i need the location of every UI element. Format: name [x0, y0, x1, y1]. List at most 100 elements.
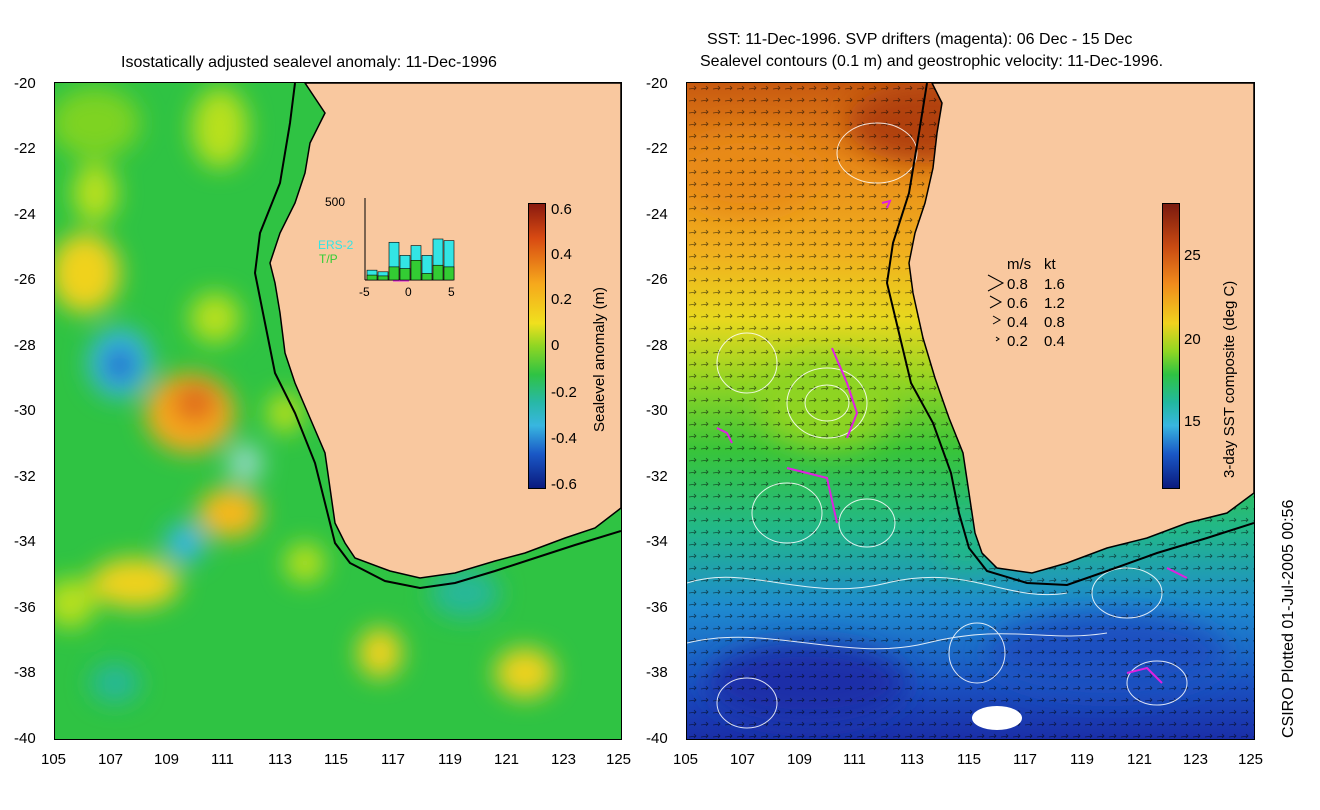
sla-cbar-tick-2: 0.2 — [551, 291, 572, 308]
right-xtick-8: 121 — [1127, 751, 1153, 768]
right-ytick-7: -34 — [646, 533, 668, 550]
right-ytick-2: -24 — [646, 206, 668, 223]
right-ytick-1: -22 — [646, 140, 668, 157]
sst-map — [687, 83, 1254, 739]
inset-bar-tp — [432, 264, 444, 281]
sla-cbar-tick-1: 0.4 — [551, 246, 572, 263]
inset-bar-tp — [443, 266, 455, 281]
inset-xtick-5: 5 — [448, 285, 455, 299]
velocity-legend-kt-1: 1.2 — [1044, 295, 1065, 312]
left-xtick-2: 109 — [154, 751, 180, 768]
velocity-legend-header-kt: kt — [1044, 256, 1057, 273]
cloud-mask — [972, 706, 1022, 730]
velocity-legend: m/s kt 0.8 1.6 0.6 1.2 0.4 0.8 0.2 0.4 — [987, 256, 1065, 350]
right-panel-title-line2: Sealevel contours (0.1 m) and geostrophi… — [700, 53, 1164, 70]
right-ytick-9: -38 — [646, 664, 668, 681]
left-ytick-8: -36 — [14, 599, 36, 616]
right-xtick-6: 117 — [1013, 751, 1037, 768]
left-ytick-9: -38 — [14, 664, 36, 681]
right-ytick-4: -28 — [646, 337, 668, 354]
velocity-legend-ms-2: 0.4 — [1007, 314, 1028, 331]
shelf-contour-right — [885, 83, 1254, 587]
left-ytick-5: -30 — [14, 402, 36, 419]
sst-colorbar-label: 3-day SST composite (deg C) — [1221, 280, 1238, 478]
left-ytick-10: -40 — [14, 730, 36, 747]
velocity-legend-ms-3: 0.2 — [1007, 333, 1028, 350]
right-xtick-4: 113 — [900, 751, 924, 768]
sla-cbar-tick-5: -0.4 — [551, 430, 577, 447]
inset-ymax-label: 500 — [325, 195, 345, 209]
sla-cbar-tick-3: 0 — [551, 337, 560, 354]
velocity-legend-kt-0: 1.6 — [1044, 276, 1065, 293]
left-xtick-1: 107 — [98, 751, 124, 768]
velocity-legend-ms-1: 0.6 — [1007, 295, 1028, 312]
inset-bar-tp — [421, 273, 433, 281]
sla-cbar-tick-6: -0.6 — [551, 476, 577, 493]
left-xtick-4: 113 — [268, 751, 292, 768]
velocity-arrow-08 — [987, 274, 1005, 292]
velocity-legend-header-ms: m/s — [1007, 256, 1031, 273]
inset-bar-tp — [410, 260, 422, 281]
sla-colorbar-label: Sealevel anomaly (m) — [591, 286, 608, 432]
right-map: m/s kt 0.8 1.6 0.6 1.2 0.4 0.8 0.2 0.4 2… — [686, 82, 1255, 740]
sst-cbar-tick-2: 15 — [1184, 413, 1201, 430]
svp-drifter-tracks — [716, 199, 1188, 684]
satellite-pass-inset: 500 ERS-2 T/P -5 0 5 — [318, 195, 455, 299]
left-xtick-7: 119 — [438, 751, 462, 768]
right-xtick-7: 119 — [1070, 751, 1094, 768]
left-panel-title: Isostatically adjusted sealevel anomaly:… — [121, 54, 497, 71]
sst-cbar-tick-0: 25 — [1184, 247, 1201, 264]
right-xtick-5: 115 — [957, 751, 981, 768]
sla-cbar-tick-4: -0.2 — [551, 384, 577, 401]
right-panel-title-line1: SST: 11-Dec-1996. SVP drifters (magenta)… — [707, 31, 1133, 48]
right-xtick-10: 125 — [1238, 751, 1264, 768]
sla-cbar-tick-0: 0.6 — [551, 201, 572, 218]
right-ytick-10: -40 — [646, 730, 668, 747]
velocity-legend-kt-2: 0.8 — [1044, 314, 1065, 331]
right-ytick-8: -36 — [646, 599, 668, 616]
right-ytick-5: -30 — [646, 402, 668, 419]
sst-cbar-tick-1: 20 — [1184, 331, 1201, 348]
left-ytick-0: -20 — [14, 75, 36, 92]
inset-xtick-neg5: -5 — [359, 285, 370, 299]
right-xtick-9: 123 — [1183, 751, 1209, 768]
left-xtick-8: 121 — [494, 751, 520, 768]
velocity-legend-ms-0: 0.8 — [1007, 276, 1028, 293]
right-ytick-3: -26 — [646, 271, 668, 288]
right-xtick-0: 105 — [673, 751, 699, 768]
right-xtick-3: 111 — [843, 751, 866, 768]
velocity-arrow-02 — [995, 336, 1000, 342]
inset-bar-tp — [366, 274, 378, 281]
left-ytick-1: -22 — [14, 140, 36, 157]
left-xtick-6: 117 — [381, 751, 405, 768]
left-ytick-7: -34 — [14, 533, 36, 550]
shelf-contour — [253, 83, 621, 590]
left-xtick-9: 123 — [551, 751, 577, 768]
velocity-arrow-04 — [992, 315, 1002, 325]
left-xtick-3: 111 — [211, 751, 234, 768]
plot-credit: CSIRO Plotted 01-Jul-2005 00:56 — [1280, 499, 1297, 738]
left-map: 500 ERS-2 T/P -5 0 5 0.6 0.4 0.2 0 -0.2 … — [54, 82, 622, 740]
left-ytick-3: -26 — [14, 271, 36, 288]
velocity-arrow-06 — [989, 295, 1003, 309]
right-ytick-6: -32 — [646, 468, 668, 485]
velocity-legend-kt-3: 0.4 — [1044, 333, 1065, 350]
sst-colorbar — [1162, 203, 1180, 489]
inset-bars — [366, 238, 455, 281]
left-ytick-6: -32 — [14, 468, 36, 485]
left-ytick-2: -24 — [14, 206, 36, 223]
right-ytick-0: -20 — [646, 75, 668, 92]
sla-anomaly-blobs — [55, 88, 555, 703]
sealevel-contours — [687, 122, 1188, 729]
inset-bar-tp — [377, 275, 389, 281]
right-xtick-2: 109 — [787, 751, 813, 768]
left-xtick-5: 115 — [324, 751, 348, 768]
left-ytick-4: -28 — [14, 337, 36, 354]
inset-bar-tp — [388, 266, 400, 281]
inset-bar-tp — [399, 268, 411, 281]
left-xtick-0: 105 — [41, 751, 67, 768]
right-xtick-1: 107 — [730, 751, 756, 768]
sla-colorbar — [528, 203, 546, 489]
left-xtick-10: 125 — [606, 751, 632, 768]
inset-legend-ers: ERS-2 — [318, 238, 354, 252]
